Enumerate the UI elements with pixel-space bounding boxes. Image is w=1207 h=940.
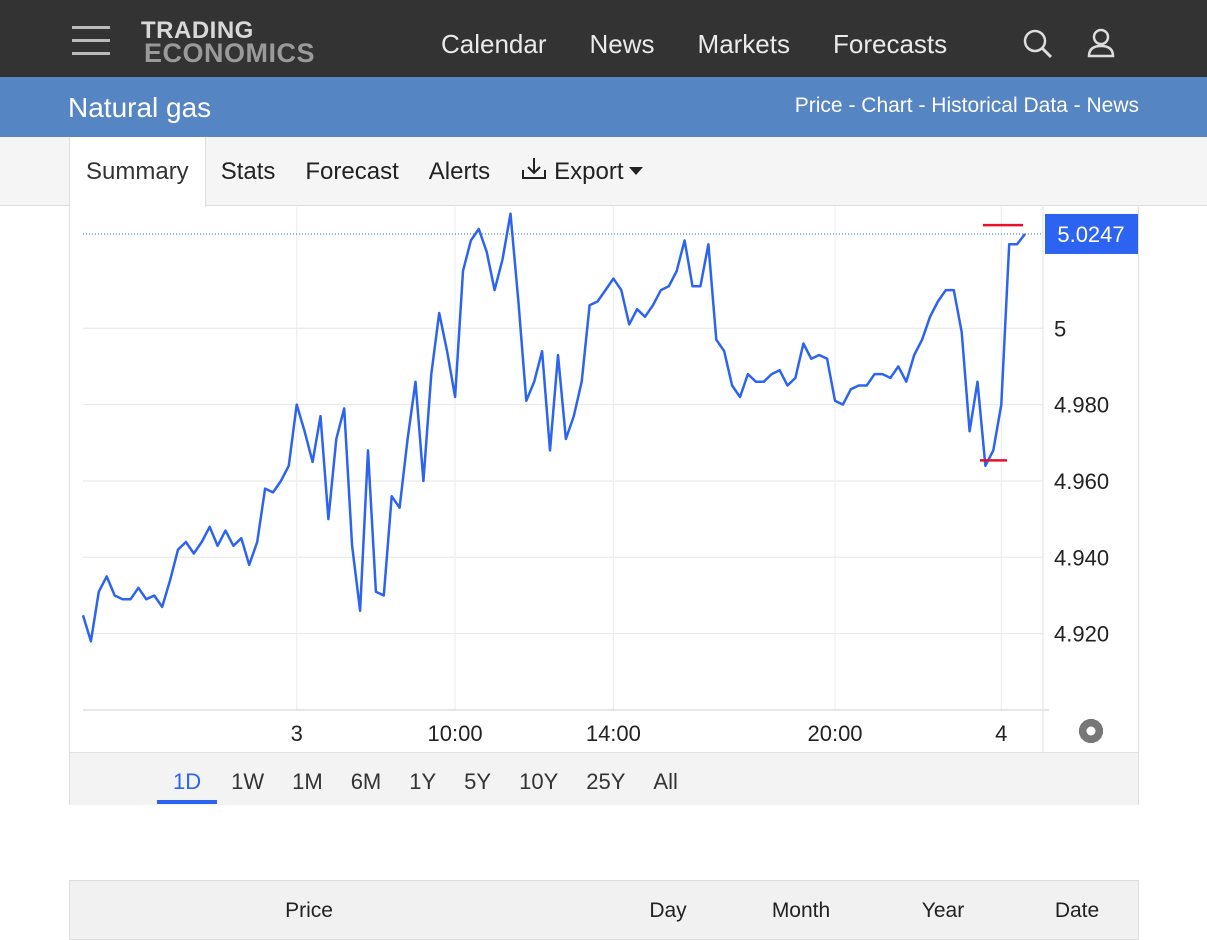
table-header: Price Day Month Year Date [69,880,1139,940]
range-button[interactable]: 1W [231,769,265,794]
column-header: Day [649,899,687,922]
range-button[interactable]: All [653,769,678,794]
y-tick-label: 4.960 [1054,469,1109,494]
x-tick-label: 3 [291,721,303,746]
settings-icon[interactable] [1078,718,1104,744]
page-links[interactable]: Price - Chart - Historical Data - News [794,94,1139,117]
tabs: Summary Stats Forecast Alerts Export [69,137,659,207]
range-bar [70,752,1138,805]
column-header: Price [285,899,333,922]
y-tick-label: 4.940 [1054,545,1109,570]
range-button[interactable]: 1M [292,769,323,794]
column-header: Month [771,899,831,922]
tab[interactable]: Alerts [428,158,491,185]
nav-link[interactable]: Forecasts [833,29,948,59]
title-bar [0,77,1207,137]
range-buttons: 1D 1W 1M 6M 1Y 5Y 10Y 25Y All [157,752,692,804]
caret [628,167,643,175]
y-tick-label: 4.920 [1054,622,1109,647]
logo-bottom[interactable]: ECONOMICS [144,38,316,68]
x-tick-label: 4 [995,721,1007,746]
search-icon[interactable] [1022,28,1056,62]
nav-link[interactable]: News [589,29,655,59]
range-button[interactable]: 10Y [519,769,559,794]
nav: Calendar News Markets Forecasts [441,29,947,60]
last-price-label: 5.0247 [1057,222,1124,247]
last-price-box [1045,213,1138,254]
range-button[interactable]: 1Y [409,769,437,794]
export-icon [522,158,547,179]
x-tick-label: 14:00 [586,721,641,746]
x-tick-label: 10:00 [428,721,483,746]
tab[interactable]: Forecast [305,158,399,185]
range-button[interactable]: 6M [350,769,382,794]
range-button[interactable]: 5Y [464,769,492,794]
chart: 4.920 4.940 4.960 4.980 5 3 10:00 14:00 20:00 4 5.… [81,207,1138,752]
user-icon[interactable] [1086,27,1116,59]
page-title: Natural gas [68,92,212,123]
logo-top[interactable]: TRADING [141,17,254,44]
top-bar: TRADING ECONOMICS Calendar News Markets For… [0,0,1207,77]
menu-icon[interactable] [72,26,112,56]
tab[interactable]: Export [505,137,658,207]
nav-link[interactable]: Markets [697,29,790,59]
y-tick-label: 4.980 [1054,393,1109,418]
x-tick-label: 20:00 [807,721,862,746]
column-header: Date [1054,899,1100,922]
y-tick-label: 5 [1054,316,1066,341]
tab[interactable]: Stats [220,158,276,185]
column-header: Year [921,899,965,922]
tab[interactable]: Summary [69,137,206,207]
range-button[interactable]: 25Y [586,769,626,794]
nav-link[interactable]: Calendar [441,29,547,59]
range-button[interactable]: 1D [157,752,218,804]
price-line [81,212,1026,643]
